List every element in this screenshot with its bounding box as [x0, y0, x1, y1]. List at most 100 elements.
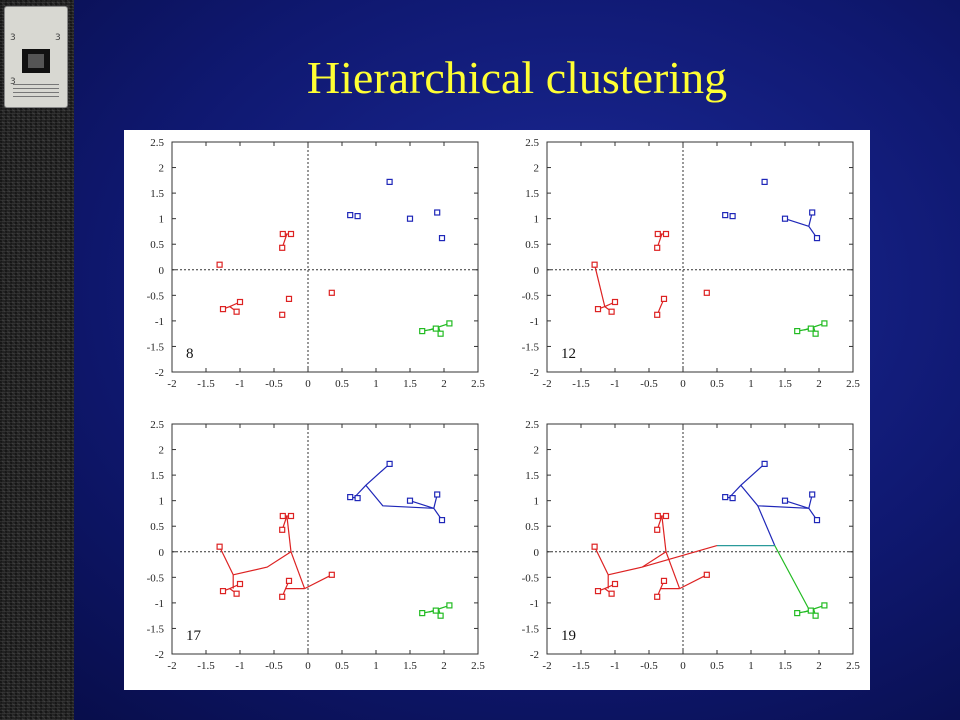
data-point-green: [437, 330, 444, 337]
x-tick-label: 0.5: [710, 378, 724, 390]
x-tick-label: -1: [235, 660, 244, 672]
y-tick-label: 0.5: [525, 521, 539, 533]
x-tick-label: -1: [610, 378, 619, 390]
data-point-blue: [809, 209, 816, 216]
logo-mark-1: 3: [10, 33, 16, 43]
logo-card: 3 3 3: [4, 6, 68, 108]
y-tick-label: 1.5: [525, 470, 539, 482]
y-tick-label: 2.5: [150, 419, 164, 431]
x-tick-label: -0.5: [265, 378, 283, 390]
data-point-red: [662, 512, 670, 520]
clustering-charts: -2 -1.5 -1 -0.5 0 0.5 1 1.5 2 2.5 2.5 2 1.5 1 0.5 0 -0.5…: [147, 137, 861, 672]
y-tick-label: 1: [159, 496, 165, 508]
x-tick-label: 1.5: [778, 660, 792, 672]
y-tick-label: -1.5: [147, 623, 165, 635]
data-point-blue: [434, 209, 441, 216]
y-tick-label: 2.5: [525, 419, 539, 431]
cluster-link-red: [679, 574, 708, 590]
data-point-green: [432, 607, 439, 614]
data-point-red: [611, 298, 619, 306]
data-point-red: [660, 295, 668, 302]
data-point-red: [654, 311, 661, 318]
y-tick-label: 0.5: [150, 239, 164, 251]
cluster-link-red: [233, 551, 292, 576]
cluster-link-red: [219, 546, 234, 576]
data-point-red: [279, 526, 286, 533]
data-point-red: [703, 571, 710, 578]
y-tick-label: 1.5: [150, 470, 164, 482]
cluster-link-red: [594, 546, 609, 576]
x-tick-label: -1: [610, 660, 619, 672]
y-tick-label: -1.5: [147, 341, 165, 353]
x-tick-label: 1.5: [403, 660, 417, 672]
x-tick-label: 0.5: [335, 378, 349, 390]
data-point-red: [654, 244, 661, 251]
data-point-red: [608, 308, 615, 315]
x-tick-label: 1.5: [403, 378, 417, 390]
plot-step-label: 17: [186, 628, 202, 644]
x-tick-label: 2.5: [846, 660, 860, 672]
y-tick-label: -1.5: [522, 341, 540, 353]
x-tick-label: -1: [235, 378, 244, 390]
data-point-red: [328, 571, 335, 578]
data-point-red: [279, 230, 286, 238]
data-point-green: [807, 325, 814, 332]
x-tick-label: 1.5: [778, 378, 792, 390]
data-point-blue: [781, 215, 789, 222]
data-point-red: [654, 230, 661, 238]
x-tick-label: -2: [542, 660, 551, 672]
y-tick-label: -0.5: [522, 290, 540, 302]
cluster-link-blue: [409, 500, 434, 509]
data-point-green: [794, 610, 801, 617]
chart-panel: -2 -1.5 -1 -0.5 0 0.5 1 1.5 2 2.5 2.5 2 1.5 1 0.5 0 -0.5…: [124, 130, 870, 690]
plot-frame: [546, 141, 854, 373]
y-tick-label: -2: [530, 649, 539, 661]
x-tick-label: 2.5: [471, 660, 485, 672]
data-point-blue: [813, 234, 821, 242]
data-point-blue: [406, 497, 414, 504]
data-point-blue: [438, 234, 446, 242]
data-point-green: [446, 602, 453, 609]
y-tick-label: -0.5: [147, 572, 165, 584]
data-point-red: [287, 512, 295, 520]
data-point-red: [219, 306, 227, 313]
y-tick-label: 2: [534, 163, 540, 175]
x-tick-label: 1: [748, 660, 754, 672]
decorative-sidebar: 3 3 3: [0, 0, 74, 720]
data-point-red: [279, 244, 286, 251]
y-tick-label: 0: [159, 265, 165, 277]
data-point-green: [807, 607, 814, 614]
y-tick-label: 0: [534, 265, 540, 277]
cluster-link-blue: [757, 505, 776, 546]
data-point-blue: [722, 211, 729, 219]
data-point-blue: [347, 494, 354, 501]
y-tick-label: 1: [534, 214, 540, 226]
data-point-green: [821, 320, 828, 327]
y-tick-label: 2.5: [525, 137, 539, 149]
data-point-blue: [761, 460, 768, 467]
plot-19: -2 -1.5 -1 -0.5 0 0.5 1 1.5 2 2.5 2.5 2 1.5 1 0.5 0 -0.5…: [522, 419, 861, 672]
y-tick-label: 2: [159, 163, 165, 175]
x-tick-label: -0.5: [640, 660, 658, 672]
data-point-blue: [354, 495, 361, 502]
data-point-red: [216, 261, 223, 268]
y-tick-label: -1: [155, 598, 164, 610]
data-point-blue: [761, 178, 768, 186]
data-point-green: [419, 328, 426, 335]
data-point-red: [328, 289, 335, 296]
x-tick-label: 0.5: [710, 660, 724, 672]
data-point-blue: [347, 211, 354, 219]
data-point-red: [654, 512, 661, 520]
x-tick-label: 2.5: [471, 378, 485, 390]
x-tick-label: -2: [167, 660, 176, 672]
data-point-red: [279, 593, 286, 600]
plot-frame: [171, 141, 479, 373]
data-point-blue: [386, 460, 393, 467]
plot-step-label: 8: [186, 346, 194, 362]
cluster-link-blue: [353, 463, 391, 499]
x-tick-label: 2: [441, 378, 447, 390]
data-point-red: [703, 289, 710, 296]
data-point-blue: [386, 178, 393, 186]
data-point-red: [285, 295, 293, 302]
data-point-red: [591, 261, 598, 268]
